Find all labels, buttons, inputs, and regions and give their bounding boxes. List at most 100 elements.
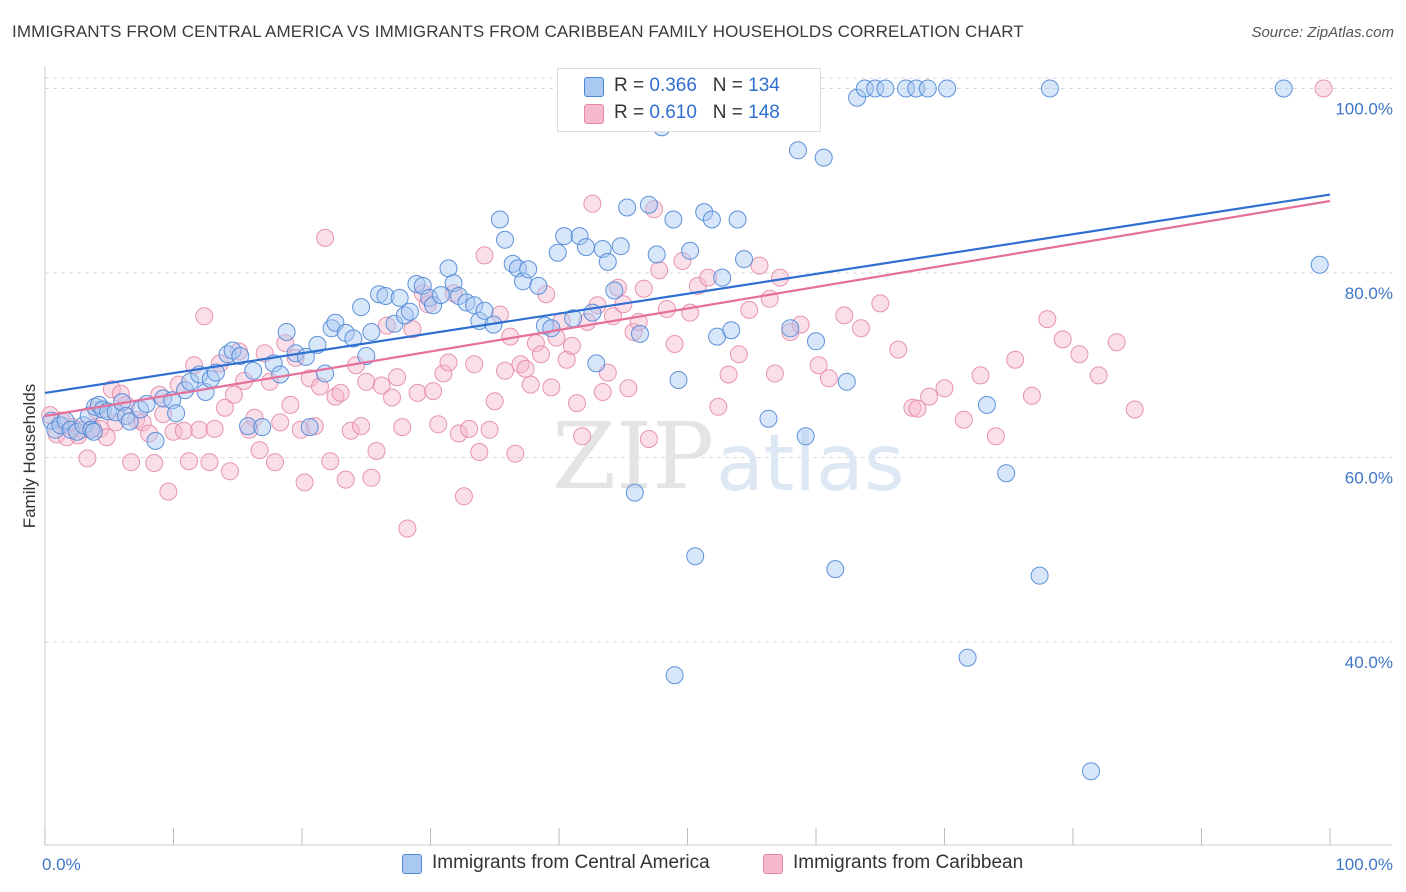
- caribbean-point: [1070, 345, 1089, 364]
- legend-label-caribbean: Immigrants from Caribbean: [793, 852, 1024, 873]
- legend-swatch-blue: [402, 854, 422, 874]
- central-america-point: [390, 288, 409, 307]
- caribbean-point: [1107, 333, 1126, 352]
- central-america-point: [702, 210, 721, 229]
- central-america-point: [370, 285, 389, 304]
- caribbean-point: [889, 340, 908, 359]
- caribbean-point: [573, 427, 592, 446]
- caribbean-point: [1125, 400, 1144, 419]
- central-america-point: [897, 79, 915, 98]
- caribbean-point: [205, 419, 224, 438]
- caribbean-point: [740, 300, 759, 319]
- caribbean-point: [920, 387, 939, 406]
- caribbean-point: [516, 359, 535, 378]
- central-america-point: [239, 417, 257, 436]
- caribbean-point: [657, 300, 676, 318]
- central-america-point: [424, 296, 443, 315]
- caribbean-point: [1053, 330, 1072, 349]
- caribbean-point: [521, 375, 540, 394]
- central-america-point: [587, 354, 606, 373]
- central-america-point: [548, 243, 567, 262]
- central-america-point: [529, 276, 548, 295]
- central-america-point: [120, 412, 139, 431]
- central-america-point: [722, 321, 741, 340]
- caribbean-point: [557, 350, 576, 369]
- legend-r-label: R =: [614, 75, 650, 96]
- central-america-point: [977, 395, 996, 414]
- caribbean-point: [819, 369, 838, 388]
- legend-n-label: N =: [712, 102, 749, 123]
- caribbean-point: [729, 345, 748, 364]
- caribbean-point: [393, 418, 412, 437]
- caribbean-point: [224, 385, 243, 404]
- caribbean-point: [765, 364, 784, 383]
- caribbean-point: [935, 379, 954, 398]
- central-america-point: [866, 79, 885, 98]
- caribbean-point: [179, 452, 198, 471]
- central-america-point: [1082, 762, 1100, 781]
- caribbean-point: [506, 444, 525, 463]
- central-america-point: [695, 203, 714, 222]
- central-america-point: [639, 195, 658, 214]
- caribbean-point: [316, 228, 335, 247]
- central-america-point: [206, 363, 225, 382]
- caribbean-point: [485, 392, 504, 411]
- central-america-point: [555, 227, 574, 246]
- caribbean-point: [583, 194, 602, 213]
- caribbean-point: [496, 361, 514, 380]
- caribbean-point: [465, 355, 484, 374]
- watermark-zip: ZIP: [552, 403, 714, 510]
- central-america-point: [781, 319, 800, 338]
- caribbean-point: [1314, 79, 1333, 98]
- legend-label-central-america: Immigrants from Central America: [432, 852, 710, 873]
- caribbean-point: [200, 453, 219, 472]
- caribbean-point: [215, 398, 234, 417]
- caribbean-point: [341, 421, 360, 440]
- caribbean-point: [1006, 350, 1025, 369]
- caribbean-point: [835, 306, 854, 325]
- caribbean-point: [403, 320, 422, 339]
- caribbean-point: [140, 424, 159, 443]
- central-america-point: [611, 237, 630, 256]
- caribbean-point: [954, 410, 973, 429]
- central-america-point: [449, 287, 468, 305]
- caribbean-point: [871, 294, 890, 313]
- caribbean-point: [449, 424, 468, 443]
- caribbean-point: [470, 443, 489, 461]
- caribbean-point: [475, 246, 494, 265]
- caribbean-point: [362, 468, 381, 487]
- central-america-point: [362, 323, 381, 341]
- caribbean-point: [418, 295, 437, 314]
- central-america-point: [146, 431, 165, 450]
- stats-legend: R = 0.366 N = 134 R = 0.610 N = 148: [557, 68, 821, 132]
- caribbean-point: [809, 356, 828, 375]
- x-tick-labels: 0.0% 100.0%: [42, 855, 1393, 874]
- caribbean-point: [665, 335, 684, 353]
- central-america-point: [631, 324, 649, 343]
- caribbean-point: [986, 427, 1005, 446]
- central-america-point: [352, 298, 371, 317]
- legend-n-label: N =: [712, 75, 749, 96]
- central-america-point: [958, 648, 977, 667]
- caribbean-point: [331, 383, 350, 402]
- legend-r-label: R =: [614, 102, 650, 123]
- caribbean-point: [781, 323, 800, 341]
- caribbean-point: [122, 453, 141, 472]
- trend-lines: [44, 193, 1331, 418]
- central-america-trend-line: [44, 193, 1331, 395]
- caribbean-point: [413, 284, 432, 303]
- central-america-point: [713, 268, 732, 287]
- caribbean-point: [145, 454, 164, 472]
- central-america-point: [1274, 79, 1293, 98]
- caribbean-point: [78, 449, 97, 468]
- caribbean-trend-line: [44, 199, 1331, 418]
- series-legend: Immigrants from Central America Immigran…: [0, 852, 1406, 878]
- central-america-point: [669, 371, 688, 389]
- legend-n-value: 148: [748, 102, 780, 123]
- central-america-point: [664, 210, 683, 229]
- chart-source: Source: ZipAtlas.com: [1251, 24, 1394, 41]
- central-america-point: [253, 418, 272, 437]
- caribbean-point: [398, 519, 417, 538]
- caribbean-point: [639, 430, 658, 448]
- central-america-point: [997, 464, 1016, 483]
